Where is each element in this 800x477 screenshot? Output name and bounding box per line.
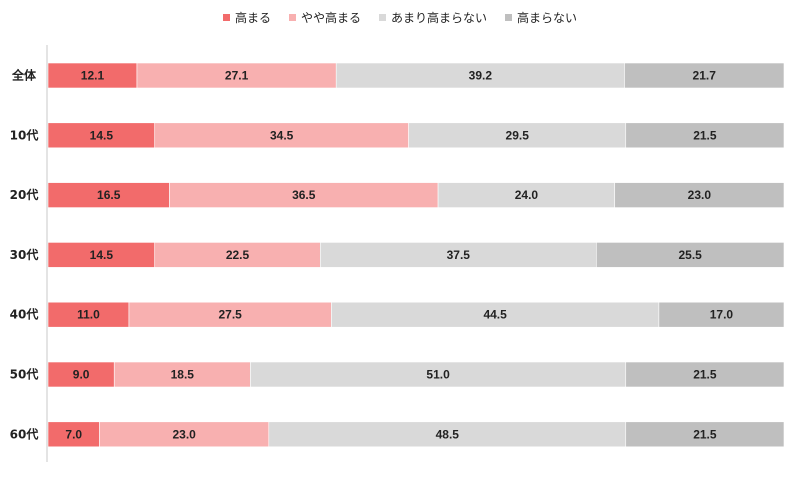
bar-segment	[331, 301, 660, 328]
legend-label: あまり高まらない	[391, 11, 488, 25]
category-label: 50代	[10, 367, 39, 382]
value-labels-layer: 12.1 27.1 39.2 21.7 14.5 34.5 29.5 21.5 16.5 36.5…	[65, 69, 733, 442]
category-label: 全体	[11, 68, 37, 83]
legend-label: やや高まる	[300, 11, 361, 25]
value-label: 51.0	[426, 368, 450, 382]
value-label: 23.0	[688, 188, 712, 202]
bar-segment	[624, 62, 785, 89]
value-label: 29.5	[506, 128, 530, 142]
value-label: 23.0	[172, 427, 196, 441]
value-label: 48.5	[436, 427, 460, 441]
legend-swatch	[222, 14, 230, 21]
value-label: 25.5	[678, 248, 702, 262]
legend-swatch	[288, 14, 296, 21]
value-label: 9.0	[73, 368, 90, 382]
category-label: 20代	[10, 187, 39, 202]
value-label: 39.2	[469, 69, 493, 83]
value-label: 7.0	[65, 427, 82, 441]
value-label: 21.5	[693, 128, 717, 142]
category-label: 10代	[10, 127, 39, 142]
category-labels-layer: 全体 10代 20代 30代 40代 50代 60代	[10, 68, 39, 442]
bar-segment	[47, 361, 115, 388]
value-label: 22.5	[226, 248, 250, 262]
bar-segment	[268, 421, 627, 448]
value-label: 21.7	[693, 69, 717, 83]
bar-segment	[47, 182, 170, 208]
legend-item: 高まる	[222, 9, 271, 26]
bar-segment	[408, 122, 627, 149]
value-label: 14.5	[90, 248, 114, 262]
category-label: 40代	[10, 307, 39, 322]
bar-segment	[437, 182, 616, 208]
legend-swatch	[505, 14, 513, 21]
chart-legend: 高まる やや高まる あまり高まらない 高まらない	[0, 9, 800, 26]
value-label: 27.5	[218, 308, 242, 322]
value-label: 34.5	[270, 128, 294, 142]
bar-segment	[47, 301, 130, 328]
bar-segment	[658, 301, 785, 328]
value-label: 16.5	[97, 188, 121, 202]
bar-segment	[625, 361, 785, 388]
bar-segment	[47, 242, 156, 268]
bar-segment	[113, 361, 251, 388]
value-label: 21.5	[693, 368, 717, 382]
legend-swatch	[379, 14, 386, 21]
bar-segment	[320, 242, 597, 268]
bar-segment	[47, 421, 100, 448]
value-label: 21.5	[693, 427, 717, 441]
category-label: 60代	[10, 426, 39, 441]
value-label: 44.5	[483, 308, 507, 322]
value-label: 36.5	[292, 188, 316, 202]
bar-segment	[47, 62, 138, 89]
value-label: 12.1	[81, 69, 105, 83]
bar-segment	[625, 421, 785, 448]
bar-segment	[614, 182, 785, 208]
legend-label: 高まらない	[517, 11, 578, 25]
legend-item: 高まらない	[505, 9, 577, 26]
value-label: 14.5	[90, 128, 114, 142]
value-label: 17.0	[710, 308, 734, 322]
bar-segment	[99, 421, 270, 448]
value-label: 24.0	[515, 188, 539, 202]
value-label: 27.1	[225, 69, 249, 83]
category-label: 30代	[10, 247, 39, 262]
legend-item: あまり高まらない	[379, 9, 487, 26]
value-label: 11.0	[77, 308, 100, 322]
bar-segment	[136, 62, 337, 89]
bar-segment	[128, 301, 332, 328]
legend-item: やや高まる	[288, 9, 361, 26]
bar-segment	[625, 122, 785, 149]
legend-label: 高まる	[234, 11, 271, 25]
bar-segment	[596, 242, 785, 268]
value-label: 18.5	[171, 368, 195, 382]
bar-segment	[250, 361, 627, 388]
bars-layer	[47, 62, 785, 448]
bar-segment	[154, 242, 321, 268]
bar-segment	[154, 122, 409, 149]
value-label: 37.5	[447, 248, 471, 262]
